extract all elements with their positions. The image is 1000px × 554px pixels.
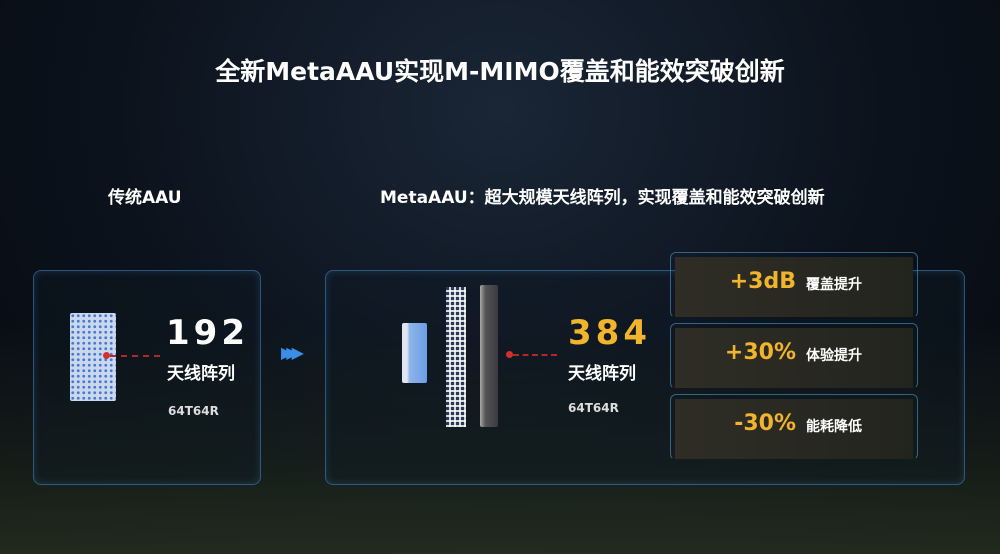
metric-experience: +30% 体验提升 bbox=[670, 323, 918, 389]
metric-label: 覆盖提升 bbox=[806, 277, 862, 293]
marker-dot bbox=[506, 351, 513, 358]
marker-line bbox=[110, 355, 160, 357]
traditional-aau-panel: 192 天线阵列 64T64R bbox=[33, 270, 261, 485]
antenna-count: 192 bbox=[166, 313, 249, 353]
right-heading: MetaAAU：超大规模天线阵列，实现覆盖和能效突破创新 bbox=[380, 188, 825, 208]
metric-value: -30% bbox=[734, 411, 796, 436]
config-label: 64T64R bbox=[568, 401, 619, 415]
marker-line bbox=[513, 354, 557, 356]
metric-value: +30% bbox=[724, 340, 796, 365]
antenna-count: 384 bbox=[568, 313, 651, 353]
antenna-array-icon bbox=[446, 287, 466, 427]
cover-panel-icon bbox=[480, 285, 498, 427]
arrow-right-icon: ▶▶▶ bbox=[281, 343, 304, 362]
marker-dot bbox=[103, 352, 110, 359]
slide-title: 全新MetaAAU实现M-MIMO覆盖和能效突破创新 bbox=[215, 57, 785, 86]
left-heading: 传统AAU bbox=[108, 188, 182, 208]
aau-unit-icon bbox=[402, 323, 427, 383]
antenna-count-label: 天线阵列 bbox=[167, 364, 235, 384]
metric-label: 能耗降低 bbox=[806, 419, 862, 435]
antenna-count-label: 天线阵列 bbox=[568, 364, 636, 384]
config-label: 64T64R bbox=[168, 404, 219, 418]
metric-label: 体验提升 bbox=[806, 348, 862, 364]
metric-energy: -30% 能耗降低 bbox=[670, 394, 918, 460]
metric-value: +3dB bbox=[729, 269, 796, 294]
metric-coverage: +3dB 覆盖提升 bbox=[670, 252, 918, 318]
